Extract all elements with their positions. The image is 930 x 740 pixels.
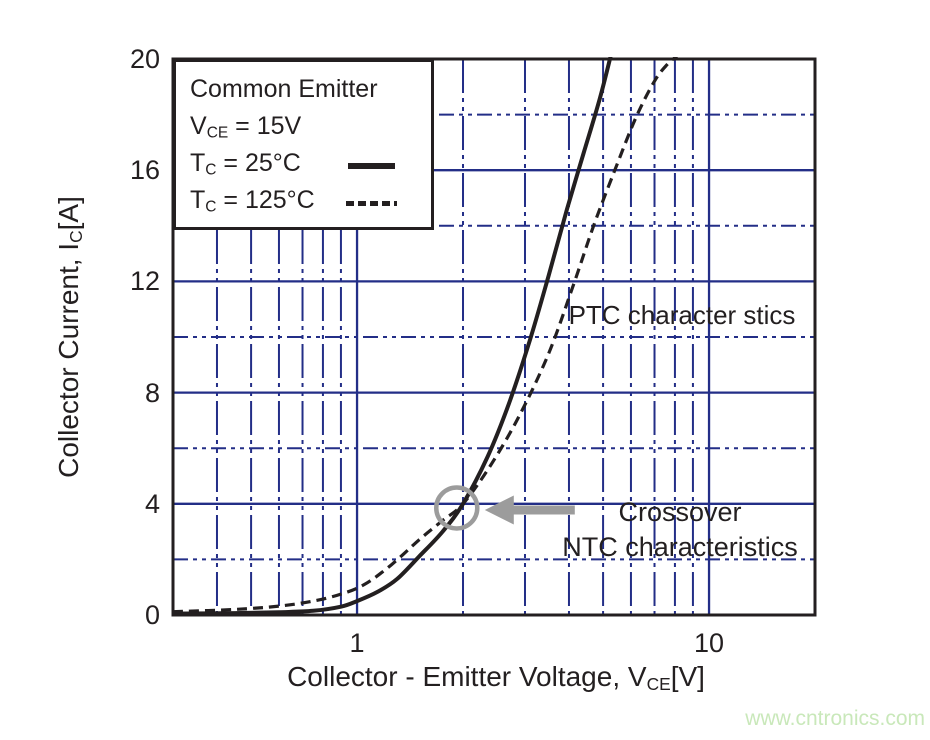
crossover-annotation-line2: NTC characteristics [562, 532, 798, 562]
legend-title: Common Emitter [190, 75, 378, 103]
x-tick-label-1: 1 [349, 628, 365, 658]
vce-value: = 15V [228, 112, 302, 140]
legend-dashed-line-sample [346, 201, 397, 206]
t25-symbol: T [190, 149, 206, 177]
vce-symbol: V [190, 112, 207, 140]
t125-subscript: C [205, 198, 217, 216]
crossover-arrow [484, 495, 575, 525]
y-tick-label-12: 12 [129, 266, 160, 296]
curve-tc-125c [173, 57, 678, 614]
crossover-circle [434, 485, 480, 531]
watermark: www.cntronics.com [745, 707, 925, 730]
y-axis-title-subscript: C [65, 230, 86, 243]
t25-subscript: C [205, 161, 217, 179]
y-axis-title: Collector Current, IC[A] [52, 137, 86, 537]
x-tick-label-10: 10 [693, 628, 725, 658]
x-axis-title-unit: [V] [670, 661, 705, 692]
y-tick-label-8: 8 [144, 378, 160, 408]
x-axis-title-text: Collector - Emitter Voltage, V [287, 661, 647, 692]
legend-solid-line-sample [348, 163, 395, 169]
y-axis-title-text: Collector Current, I [53, 242, 84, 478]
y-tick-label-4: 4 [144, 489, 160, 519]
t25-value: = 25°C [216, 149, 301, 177]
crossover-annotation-line1: Crossover [618, 497, 742, 527]
y-axis-title-unit: [A] [53, 196, 84, 231]
legend-entry-25c: TC = 25°C [190, 148, 301, 178]
vce-subscript: CE [206, 124, 229, 142]
plot-border [171, 57, 817, 617]
x-axis-title-subscript: CE [646, 673, 671, 694]
crossover-annotation: Crossover NTC characteristics [544, 495, 816, 565]
legend-entry-125c: TC = 125°C [190, 185, 315, 215]
y-tick-label-20: 20 [129, 44, 160, 74]
x-axis-title: Collector - Emitter Voltage, VCE[V] [196, 660, 796, 694]
legend-box: Common Emitter VCE = 15V TC = 25°C TC = … [173, 59, 434, 230]
t125-symbol: T [190, 186, 206, 214]
t125-value: = 125°C [216, 186, 315, 214]
y-tick-label-16: 16 [129, 155, 160, 185]
y-tick-label-0: 0 [144, 600, 160, 630]
legend-condition-vce: VCE = 15V [190, 111, 301, 141]
ptc-annotation: PTC character stics [568, 300, 796, 330]
curve-tc-25c [173, 57, 613, 615]
